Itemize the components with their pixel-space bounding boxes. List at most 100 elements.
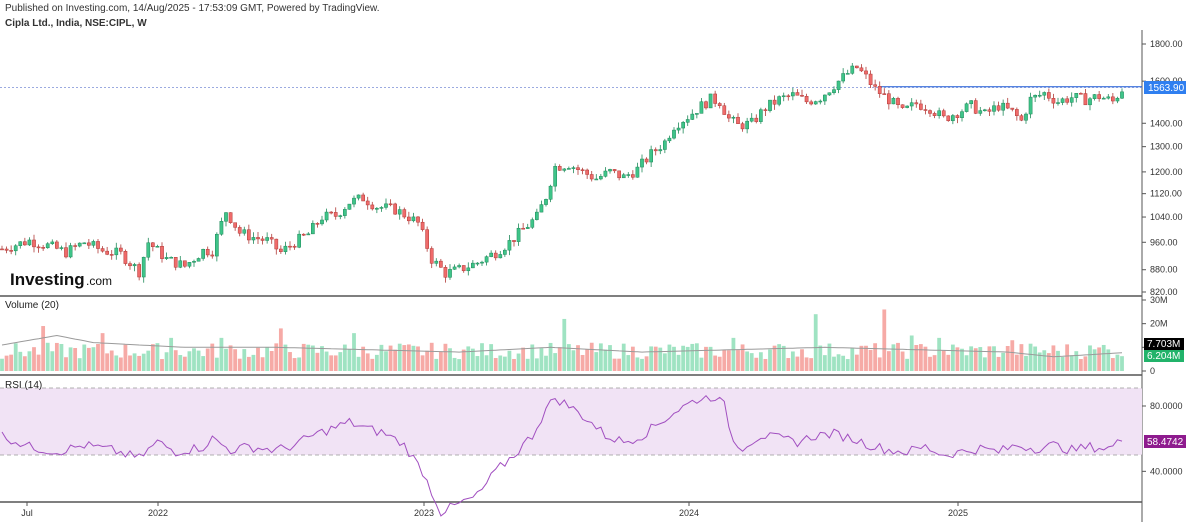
last-price-badge-bg: [1144, 81, 1186, 94]
volume-ma-badge[interactable]: 7.703M: [1144, 338, 1184, 350]
candle-body: [91, 241, 96, 246]
candle-body: [969, 100, 973, 105]
candle-body: [55, 241, 59, 249]
volume-bar: [978, 347, 983, 371]
candle-body: [1037, 94, 1042, 97]
volume-bar: [374, 354, 379, 371]
rsi-badge[interactable]: 58.4742: [1144, 435, 1186, 448]
volume-bar: [18, 351, 23, 371]
volume-bar: [347, 349, 352, 371]
rsi-tick-label: 40.0000: [1150, 466, 1183, 476]
candle-body: [324, 211, 329, 221]
price-tick-label: 1200.00: [1150, 167, 1183, 177]
candle-body: [768, 99, 772, 111]
volume-bar: [205, 348, 210, 371]
volume-bar: [233, 349, 238, 371]
candle-body: [571, 167, 576, 169]
volume-bar: [132, 353, 137, 371]
candle-body: [681, 122, 685, 129]
candle-body: [1065, 98, 1069, 103]
volume-bar: [713, 355, 718, 371]
candle-body: [461, 265, 466, 272]
candle-body: [73, 245, 77, 247]
candle-body: [896, 98, 900, 105]
volume-bar: [763, 358, 768, 371]
candle-body: [827, 92, 832, 96]
candle-body: [480, 261, 484, 264]
candle-body: [224, 212, 228, 222]
candle-body: [855, 65, 859, 69]
volume-bar: [438, 351, 443, 371]
volume-bar: [987, 346, 992, 371]
volume-bar: [489, 344, 494, 371]
volume-bar: [429, 342, 434, 371]
volume-bar: [640, 358, 644, 371]
candle-body: [471, 262, 475, 269]
volume-last-badge[interactable]: 6.204M: [1144, 350, 1184, 362]
candle-body: [1056, 102, 1060, 104]
time-tick-label: 2025: [948, 508, 968, 518]
volume-bar: [365, 353, 370, 371]
volume-bar: [845, 359, 850, 371]
volume-bar: [562, 318, 567, 371]
volume-bar: [653, 346, 658, 371]
candle-body: [425, 229, 429, 249]
candle-body: [160, 246, 164, 259]
candle-body: [653, 149, 658, 152]
volume-bar: [1019, 344, 1024, 371]
candle-body: [992, 105, 996, 112]
volume-bar: [1005, 346, 1010, 371]
candle-body: [599, 176, 603, 180]
candle-body: [1051, 98, 1056, 104]
volume-bar: [868, 349, 873, 371]
candle-body: [791, 92, 795, 97]
candle-body: [356, 194, 361, 199]
volume-bar: [827, 343, 832, 371]
volume-bar: [580, 354, 585, 371]
candle-body: [580, 169, 585, 171]
candle-body: [393, 203, 397, 215]
volume-bar: [1051, 345, 1056, 371]
volume-bar: [617, 358, 622, 371]
candle-body: [516, 227, 521, 242]
candle-body: [9, 250, 13, 252]
volume-bar: [722, 349, 727, 371]
candle-body: [1097, 94, 1101, 99]
candle-body: [452, 266, 457, 270]
volume-bar: [612, 358, 617, 371]
candle-body: [288, 245, 292, 248]
volume-bar: [717, 356, 722, 371]
volume-bar: [1097, 347, 1102, 371]
volume-bar: [36, 354, 41, 371]
volume-bar: [13, 343, 18, 371]
volume-bar: [813, 314, 818, 371]
volume-bar: [973, 348, 978, 371]
volume-bar: [841, 355, 846, 371]
candle-body: [297, 233, 301, 248]
candle-body: [676, 127, 681, 131]
candle-body: [274, 238, 279, 250]
candle-body: [617, 170, 621, 179]
candle-body: [503, 249, 507, 255]
candle-body: [626, 174, 631, 176]
volume-bar: [1083, 356, 1088, 371]
candle-body: [215, 233, 219, 257]
candle-body: [132, 264, 137, 267]
volume-bar: [100, 333, 105, 371]
last-price-badge[interactable]: 1563.90: [1144, 81, 1186, 94]
candle-body: [151, 242, 155, 248]
rsi-tick-label: 80.0000: [1150, 401, 1183, 411]
candle-body: [105, 250, 109, 255]
candle-body: [800, 95, 804, 97]
volume-bar: [891, 344, 896, 371]
volume-last-value: 6.204M: [1147, 351, 1180, 362]
candle-body: [100, 248, 105, 252]
price-tick-label: 1120.00: [1150, 189, 1182, 199]
candle-body: [891, 98, 896, 105]
volume-bar: [9, 354, 14, 371]
candle-body: [649, 149, 653, 163]
candle-body: [18, 241, 23, 246]
price-tick-label: 820.00: [1150, 287, 1178, 297]
volume-bar: [507, 350, 512, 371]
